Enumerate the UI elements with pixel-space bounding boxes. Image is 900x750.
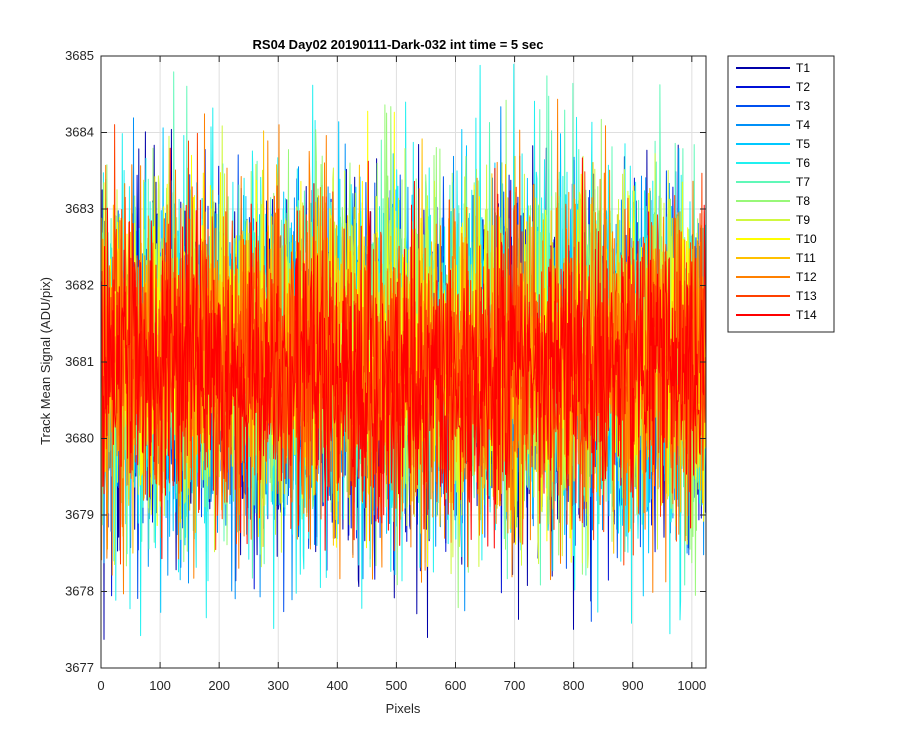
chart-title: RS04 Day02 20190111-Dark-032 int time = … bbox=[253, 37, 544, 52]
legend-box bbox=[727, 55, 835, 333]
y-tick-labels: 3677 3678 3679 3680 3681 3682 3683 3684 3685 bbox=[65, 48, 94, 675]
x-tick-label: 200 bbox=[208, 678, 230, 693]
x-tick-label: 1000 bbox=[677, 678, 706, 693]
tick-marks bbox=[100, 55, 706, 669]
legend-label-t5: T5 bbox=[796, 137, 810, 151]
x-tick-label: 800 bbox=[563, 678, 585, 693]
x-tick-label: 500 bbox=[386, 678, 408, 693]
legend-label-t13: T13 bbox=[796, 289, 817, 303]
x-tick-label: 300 bbox=[267, 678, 289, 693]
y-tick-label: 3681 bbox=[65, 354, 94, 369]
y-tick-label: 3678 bbox=[65, 584, 94, 599]
legend-label-t6: T6 bbox=[796, 156, 810, 170]
series-lines bbox=[100, 63, 707, 640]
y-tick-label: 3683 bbox=[65, 201, 94, 216]
legend-label-t14: T14 bbox=[796, 308, 817, 322]
x-tick-labels: 0 100 200 300 400 500 600 700 800 900 1000 bbox=[97, 678, 706, 693]
x-tick-label: 0 bbox=[97, 678, 104, 693]
y-tick-label: 3677 bbox=[65, 660, 94, 675]
y-tick-label: 3679 bbox=[65, 507, 94, 522]
series-line-t14 bbox=[100, 147, 707, 560]
legend-label-t4: T4 bbox=[796, 118, 810, 132]
legend-label-t10: T10 bbox=[796, 232, 817, 246]
x-tick-label: 600 bbox=[445, 678, 467, 693]
x-tick-label: 100 bbox=[149, 678, 171, 693]
legend-label-t12: T12 bbox=[796, 270, 817, 284]
legend-label-t2: T2 bbox=[796, 80, 810, 94]
x-tick-label: 400 bbox=[326, 678, 348, 693]
legend: T1 T2 T3 T4 T5 T6 T7 T8 T9 T10 T11 T12 T13 T14 bbox=[727, 55, 835, 333]
y-tick-label: 3684 bbox=[65, 125, 94, 140]
y-tick-label: 3680 bbox=[65, 431, 94, 446]
legend-label-t11: T11 bbox=[796, 251, 816, 265]
legend-label-t9: T9 bbox=[796, 213, 810, 227]
x-tick-label: 700 bbox=[504, 678, 526, 693]
x-tick-label: 900 bbox=[622, 678, 644, 693]
legend-label-t1: T1 bbox=[796, 61, 810, 75]
y-tick-label: 3682 bbox=[65, 278, 94, 293]
y-axis-label: Track Mean Signal (ADU/pix) bbox=[38, 277, 53, 445]
legend-label-t7: T7 bbox=[796, 175, 810, 189]
x-axis-label: Pixels bbox=[386, 701, 421, 716]
legend-label-t3: T3 bbox=[796, 99, 810, 113]
legend-label-t8: T8 bbox=[796, 194, 810, 208]
y-tick-label: 3685 bbox=[65, 48, 94, 63]
